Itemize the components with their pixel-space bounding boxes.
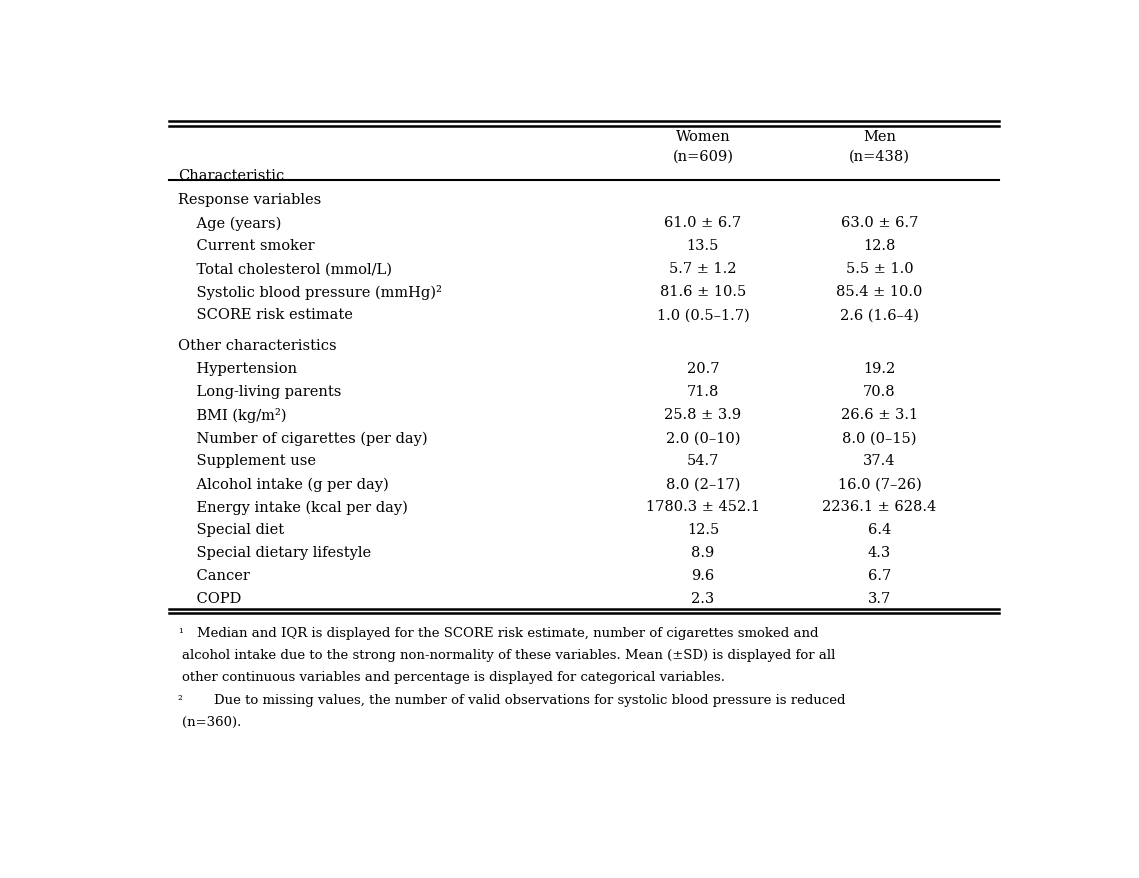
Text: 8.0 (0–15): 8.0 (0–15): [842, 431, 917, 445]
Text: Systolic blood pressure (mmHg)²: Systolic blood pressure (mmHg)²: [178, 285, 442, 300]
Text: Cancer: Cancer: [178, 569, 249, 583]
Text: (n=360).: (n=360).: [182, 716, 241, 728]
Text: 2.6 (1.6–4): 2.6 (1.6–4): [839, 308, 919, 322]
Text: Current smoker: Current smoker: [178, 239, 314, 253]
Text: 4.3: 4.3: [868, 546, 891, 560]
Text: 6.7: 6.7: [868, 569, 891, 583]
Text: SCORE risk estimate: SCORE risk estimate: [178, 308, 353, 322]
Text: Age (years): Age (years): [178, 216, 281, 230]
Text: 71.8: 71.8: [687, 385, 719, 399]
Text: Hypertension: Hypertension: [178, 362, 297, 376]
Text: 8.0 (2–17): 8.0 (2–17): [665, 477, 740, 491]
Text: 1780.3 ± 452.1: 1780.3 ± 452.1: [646, 500, 760, 514]
Text: Energy intake (kcal per day): Energy intake (kcal per day): [178, 500, 408, 515]
Text: 20.7: 20.7: [687, 362, 719, 376]
Text: (n=438): (n=438): [849, 150, 910, 164]
Text: 6.4: 6.4: [868, 522, 891, 536]
Text: 5.5 ± 1.0: 5.5 ± 1.0: [845, 262, 913, 276]
Text: Women: Women: [675, 130, 730, 144]
Text: 70.8: 70.8: [863, 385, 895, 399]
Text: alcohol intake due to the strong non-normality of these variables. Mean (±SD) is: alcohol intake due to the strong non-nor…: [182, 648, 836, 661]
Text: Men: Men: [863, 130, 896, 144]
Text: 13.5: 13.5: [687, 239, 719, 253]
Text: 2236.1 ± 628.4: 2236.1 ± 628.4: [822, 500, 936, 514]
Text: 9.6: 9.6: [691, 569, 714, 583]
Text: 2.3: 2.3: [691, 592, 714, 606]
Text: 54.7: 54.7: [687, 454, 719, 468]
Text: 16.0 (7–26): 16.0 (7–26): [837, 477, 921, 491]
Text: Median and IQR is displayed for the SCORE risk estimate, number of cigarettes sm: Median and IQR is displayed for the SCOR…: [197, 626, 819, 639]
Text: Characteristic: Characteristic: [178, 169, 284, 183]
Text: 2.0 (0–10): 2.0 (0–10): [665, 431, 740, 445]
Text: (n=609): (n=609): [672, 150, 734, 164]
Text: 12.5: 12.5: [687, 522, 719, 536]
Text: 8.9: 8.9: [691, 546, 714, 560]
Text: Special dietary lifestyle: Special dietary lifestyle: [178, 546, 371, 560]
Text: BMI (kg/m²): BMI (kg/m²): [178, 408, 286, 423]
Text: 26.6 ± 3.1: 26.6 ± 3.1: [841, 408, 918, 422]
Text: 61.0 ± 6.7: 61.0 ± 6.7: [664, 216, 741, 230]
Text: 25.8 ± 3.9: 25.8 ± 3.9: [664, 408, 741, 422]
Text: 19.2: 19.2: [863, 362, 895, 376]
Text: other continuous variables and percentage is displayed for categorical variables: other continuous variables and percentag…: [182, 671, 726, 684]
Text: Due to missing values, the number of valid observations for systolic blood press: Due to missing values, the number of val…: [197, 693, 845, 706]
Text: Number of cigarettes (per day): Number of cigarettes (per day): [178, 431, 427, 445]
Text: 63.0 ± 6.7: 63.0 ± 6.7: [841, 216, 918, 230]
Text: Long-living parents: Long-living parents: [178, 385, 341, 399]
Text: 85.4 ± 10.0: 85.4 ± 10.0: [836, 285, 923, 299]
Text: 5.7 ± 1.2: 5.7 ± 1.2: [669, 262, 737, 276]
Text: Response variables: Response variables: [178, 193, 321, 207]
Text: Other characteristics: Other characteristics: [178, 339, 336, 353]
Text: 1.0 (0.5–1.7): 1.0 (0.5–1.7): [656, 308, 749, 322]
Text: 12.8: 12.8: [863, 239, 895, 253]
Text: COPD: COPD: [178, 592, 241, 606]
Text: Alcohol intake (g per day): Alcohol intake (g per day): [178, 477, 388, 491]
Text: 37.4: 37.4: [863, 454, 895, 468]
Text: 81.6 ± 10.5: 81.6 ± 10.5: [659, 285, 746, 299]
Text: Total cholesterol (mmol/L): Total cholesterol (mmol/L): [178, 262, 392, 276]
Text: Special diet: Special diet: [178, 522, 284, 536]
Text: ²: ²: [178, 693, 182, 706]
Text: 3.7: 3.7: [868, 592, 891, 606]
Text: Supplement use: Supplement use: [178, 454, 316, 468]
Text: ¹: ¹: [178, 626, 182, 639]
